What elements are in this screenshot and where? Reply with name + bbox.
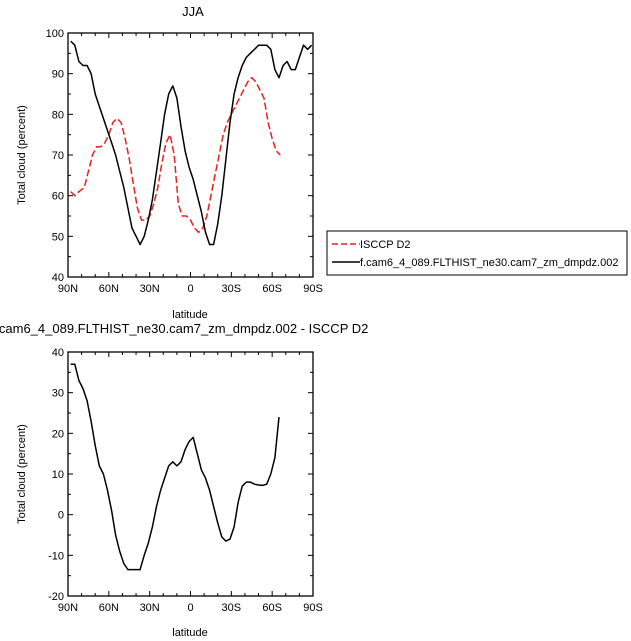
y-tick-label: -10 <box>48 550 64 562</box>
series-line-0 <box>70 363 280 571</box>
x-tick-label: 60N <box>99 283 119 295</box>
x-tick-label: 60N <box>99 602 119 614</box>
y-tick-label: 80 <box>52 109 64 121</box>
y-tick-label: 60 <box>52 191 64 203</box>
bottom-x-axis-label: latitude <box>172 627 207 639</box>
x-tick-label: 0 <box>187 283 193 295</box>
top-chart-title: JJA <box>182 4 204 19</box>
x-tick-label: 30S <box>222 602 242 614</box>
x-tick-label: 90S <box>303 283 323 295</box>
top-y-axis-label: Total cloud (percent) <box>16 105 28 205</box>
legend-box <box>326 230 628 276</box>
y-tick-label: -20 <box>48 591 64 603</box>
y-tick-label: 50 <box>52 231 64 243</box>
y-tick-label: 0 <box>58 510 64 522</box>
x-tick-label: 90S <box>303 602 323 614</box>
y-tick-label: 20 <box>52 428 64 440</box>
series-line-0 <box>70 76 281 234</box>
y-tick-label: 40 <box>52 272 64 284</box>
x-tick-label: 60S <box>262 283 282 295</box>
y-tick-label: 70 <box>52 150 64 162</box>
x-tick-label: 90N <box>58 602 78 614</box>
y-tick-label: 100 <box>46 28 64 40</box>
x-tick-label: 60S <box>262 602 282 614</box>
y-tick-label: 40 <box>52 347 64 359</box>
legend-label-isccp: ISCCP D2 <box>360 239 411 251</box>
bottom-y-axis-label: Total cloud (percent) <box>16 424 28 524</box>
series-line-1 <box>70 40 313 246</box>
x-tick-label: 90N <box>58 283 78 295</box>
x-tick-label: 30N <box>140 283 160 295</box>
y-tick-label: 10 <box>52 469 64 481</box>
x-tick-label: 30N <box>140 602 160 614</box>
bottom-plot-area: 90N 60N 30N 0 30S 60S 90S -20 -10 0 10 20 30 40 <box>48 347 323 614</box>
bottom-panel: f.cam6_4_089.FLTHIST_ne30.cam7_zm_dmpdz.… <box>0 321 368 639</box>
top-x-axis-label: latitude <box>172 309 207 321</box>
plot-frame <box>67 32 314 278</box>
plot-frame <box>67 351 314 597</box>
legend-label-cam: f.cam6_4_089.FLTHIST_ne30.cam7_zm_dmpdz.… <box>360 257 618 269</box>
y-tick-label: 90 <box>52 69 64 81</box>
y-tick-label: 30 <box>52 388 64 400</box>
bottom-chart-title: f.cam6_4_089.FLTHIST_ne30.cam7_zm_dmpdz.… <box>0 321 368 336</box>
top-panel: JJA Total cloud (percent) latitude 90N 60… <box>16 4 323 321</box>
top-plot-area: 90N 60N 30N 0 30S 60S 90S 40 50 60 70 80 90 100 <box>46 28 323 295</box>
legend: ISCCP D2 f.cam6_4_089.FLTHIST_ne30.cam7_… <box>326 230 628 276</box>
x-tick-label: 0 <box>187 602 193 614</box>
x-tick-label: 30S <box>222 283 242 295</box>
